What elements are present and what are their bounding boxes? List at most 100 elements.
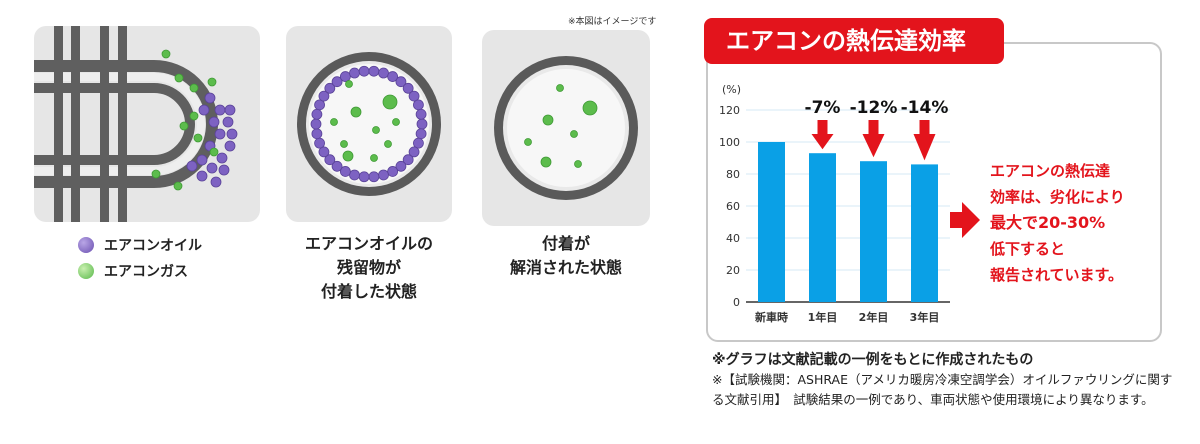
gas-particle: [345, 80, 353, 88]
clean-caption: 付着が 解消された状態: [482, 232, 650, 280]
legend: エアコンオイル エアコンガス: [78, 232, 202, 284]
y-tick-label: 20: [726, 264, 740, 277]
oil-particle: [216, 152, 228, 164]
data-label: -7%: [805, 98, 841, 118]
callout-line-3: 最大で20-30%: [990, 213, 1106, 232]
bar: [758, 142, 785, 302]
oil-particle: [208, 116, 220, 128]
clean-caption-line-1: 付着が: [541, 234, 590, 253]
bar: [809, 153, 836, 302]
gas-particle: [582, 100, 598, 116]
oil-particle: [324, 154, 336, 166]
x-tick-label: 2年目: [859, 310, 889, 324]
clean-pipe-icon: [494, 56, 638, 200]
footnotes: ※グラフは文献記載の一例をもとに作成されたもの ※【試験機関：ASHRAE（アメ…: [712, 350, 1182, 410]
red-right-arrow-icon: [950, 202, 980, 238]
legend-oil: エアコンオイル: [78, 232, 202, 258]
gas-particle: [524, 138, 532, 146]
gas-particle: [574, 160, 582, 168]
gas-particle: [542, 114, 554, 126]
x-tick-label: 1年目: [808, 310, 838, 324]
gas-particle: [392, 118, 400, 126]
bar: [860, 161, 887, 302]
y-tick-label: 0: [733, 296, 740, 309]
oil-particle: [196, 170, 208, 182]
oil-particle: [198, 104, 210, 116]
callout-line-4: 低下すると: [990, 240, 1066, 258]
oil-particle: [210, 176, 222, 188]
residue-caption-line-3: 付着した状態: [320, 282, 417, 301]
clean-panel: [482, 30, 650, 226]
gas-particle: [342, 150, 354, 162]
gas-particle: [540, 156, 552, 168]
pipe-illustration: [34, 26, 238, 222]
oil-particle: [408, 90, 420, 102]
oil-particle: [339, 166, 351, 177]
red-down-arrow-icon: [913, 120, 936, 161]
callout-text: エアコンの熱伝達 効率は、劣化により 最大で20-30% 低下すると 報告されて…: [990, 158, 1125, 288]
gas-particle: [372, 126, 380, 134]
pipe-illustration-panel: [34, 26, 260, 222]
oil-particle: [222, 116, 234, 128]
oil-particle: [324, 82, 336, 94]
data-label: -14%: [901, 98, 949, 118]
oil-particle: [196, 154, 208, 166]
y-unit-label: (%): [722, 83, 741, 96]
callout-line-5: 報告されています。: [990, 266, 1124, 284]
gas-particle: [340, 140, 348, 148]
gas-particle: [161, 49, 171, 59]
gas-particle: [370, 154, 378, 162]
y-tick-label: 80: [726, 168, 740, 181]
oil-particle: [318, 146, 330, 158]
red-down-arrow-icon: [862, 120, 885, 158]
chart-title: エアコンの熱伝達効率: [704, 18, 1004, 64]
residue-caption-line-2: 残留物が: [336, 258, 401, 277]
gas-particle: [556, 84, 564, 92]
legend-gas-label: エアコンガス: [104, 264, 188, 280]
callout-line-2: 効率は、劣化により: [990, 188, 1125, 206]
oil-residue-pipe-icon: [297, 52, 441, 196]
y-tick-label: 120: [719, 104, 740, 117]
gas-particle: [151, 169, 161, 179]
oil-residue-panel: [286, 26, 452, 222]
oil-particle: [395, 160, 407, 172]
oil-particle: [224, 104, 236, 116]
gas-particle: [570, 130, 578, 138]
oil-dot-icon: [78, 237, 94, 253]
oil-particle: [226, 128, 238, 140]
oil-particle: [314, 99, 325, 111]
oil-particle: [402, 154, 414, 166]
oil-particle: [318, 90, 330, 102]
gas-particle: [330, 118, 338, 126]
gas-particle: [173, 181, 183, 191]
oil-particle: [186, 160, 198, 172]
gas-particle: [384, 140, 392, 148]
legend-gas: エアコンガス: [78, 258, 202, 284]
oil-particle: [415, 108, 427, 120]
red-down-arrow-icon: [811, 120, 834, 150]
bar: [911, 164, 938, 302]
oil-particle: [206, 162, 218, 174]
oil-particle: [378, 67, 389, 79]
image-note: ※本図はイメージです: [568, 17, 657, 27]
x-tick-label: 3年目: [910, 310, 940, 324]
gas-particle: [209, 147, 219, 157]
gas-particle: [189, 83, 199, 93]
oil-particle: [204, 92, 216, 104]
residue-caption: エアコンオイルの 残留物が 付着した状態: [286, 232, 452, 304]
gas-particle: [382, 94, 398, 110]
footnote-2: ※【試験機関：ASHRAE（アメリカ暖房冷凍空調学会）オイルファウリングに関する…: [712, 372, 1173, 407]
oil-particle: [387, 166, 399, 177]
oil-particle: [214, 128, 226, 140]
oil-particle: [408, 146, 420, 158]
oil-particle: [387, 71, 399, 82]
clean-caption-line-2: 解消された状態: [509, 258, 622, 277]
gas-particle: [179, 121, 189, 131]
gas-particle: [189, 111, 199, 121]
oil-particle: [349, 169, 360, 181]
oil-particle: [218, 164, 230, 176]
oil-particle: [331, 160, 343, 172]
y-tick-label: 100: [719, 136, 740, 149]
y-tick-label: 40: [726, 232, 740, 245]
y-tick-label: 60: [726, 200, 740, 213]
